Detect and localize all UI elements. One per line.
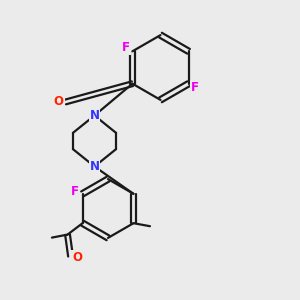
Text: F: F <box>71 185 79 198</box>
Text: O: O <box>72 251 82 264</box>
Text: F: F <box>122 41 130 54</box>
Text: N: N <box>89 109 100 122</box>
Text: F: F <box>191 81 199 94</box>
Text: N: N <box>89 160 100 173</box>
Text: O: O <box>54 94 64 108</box>
